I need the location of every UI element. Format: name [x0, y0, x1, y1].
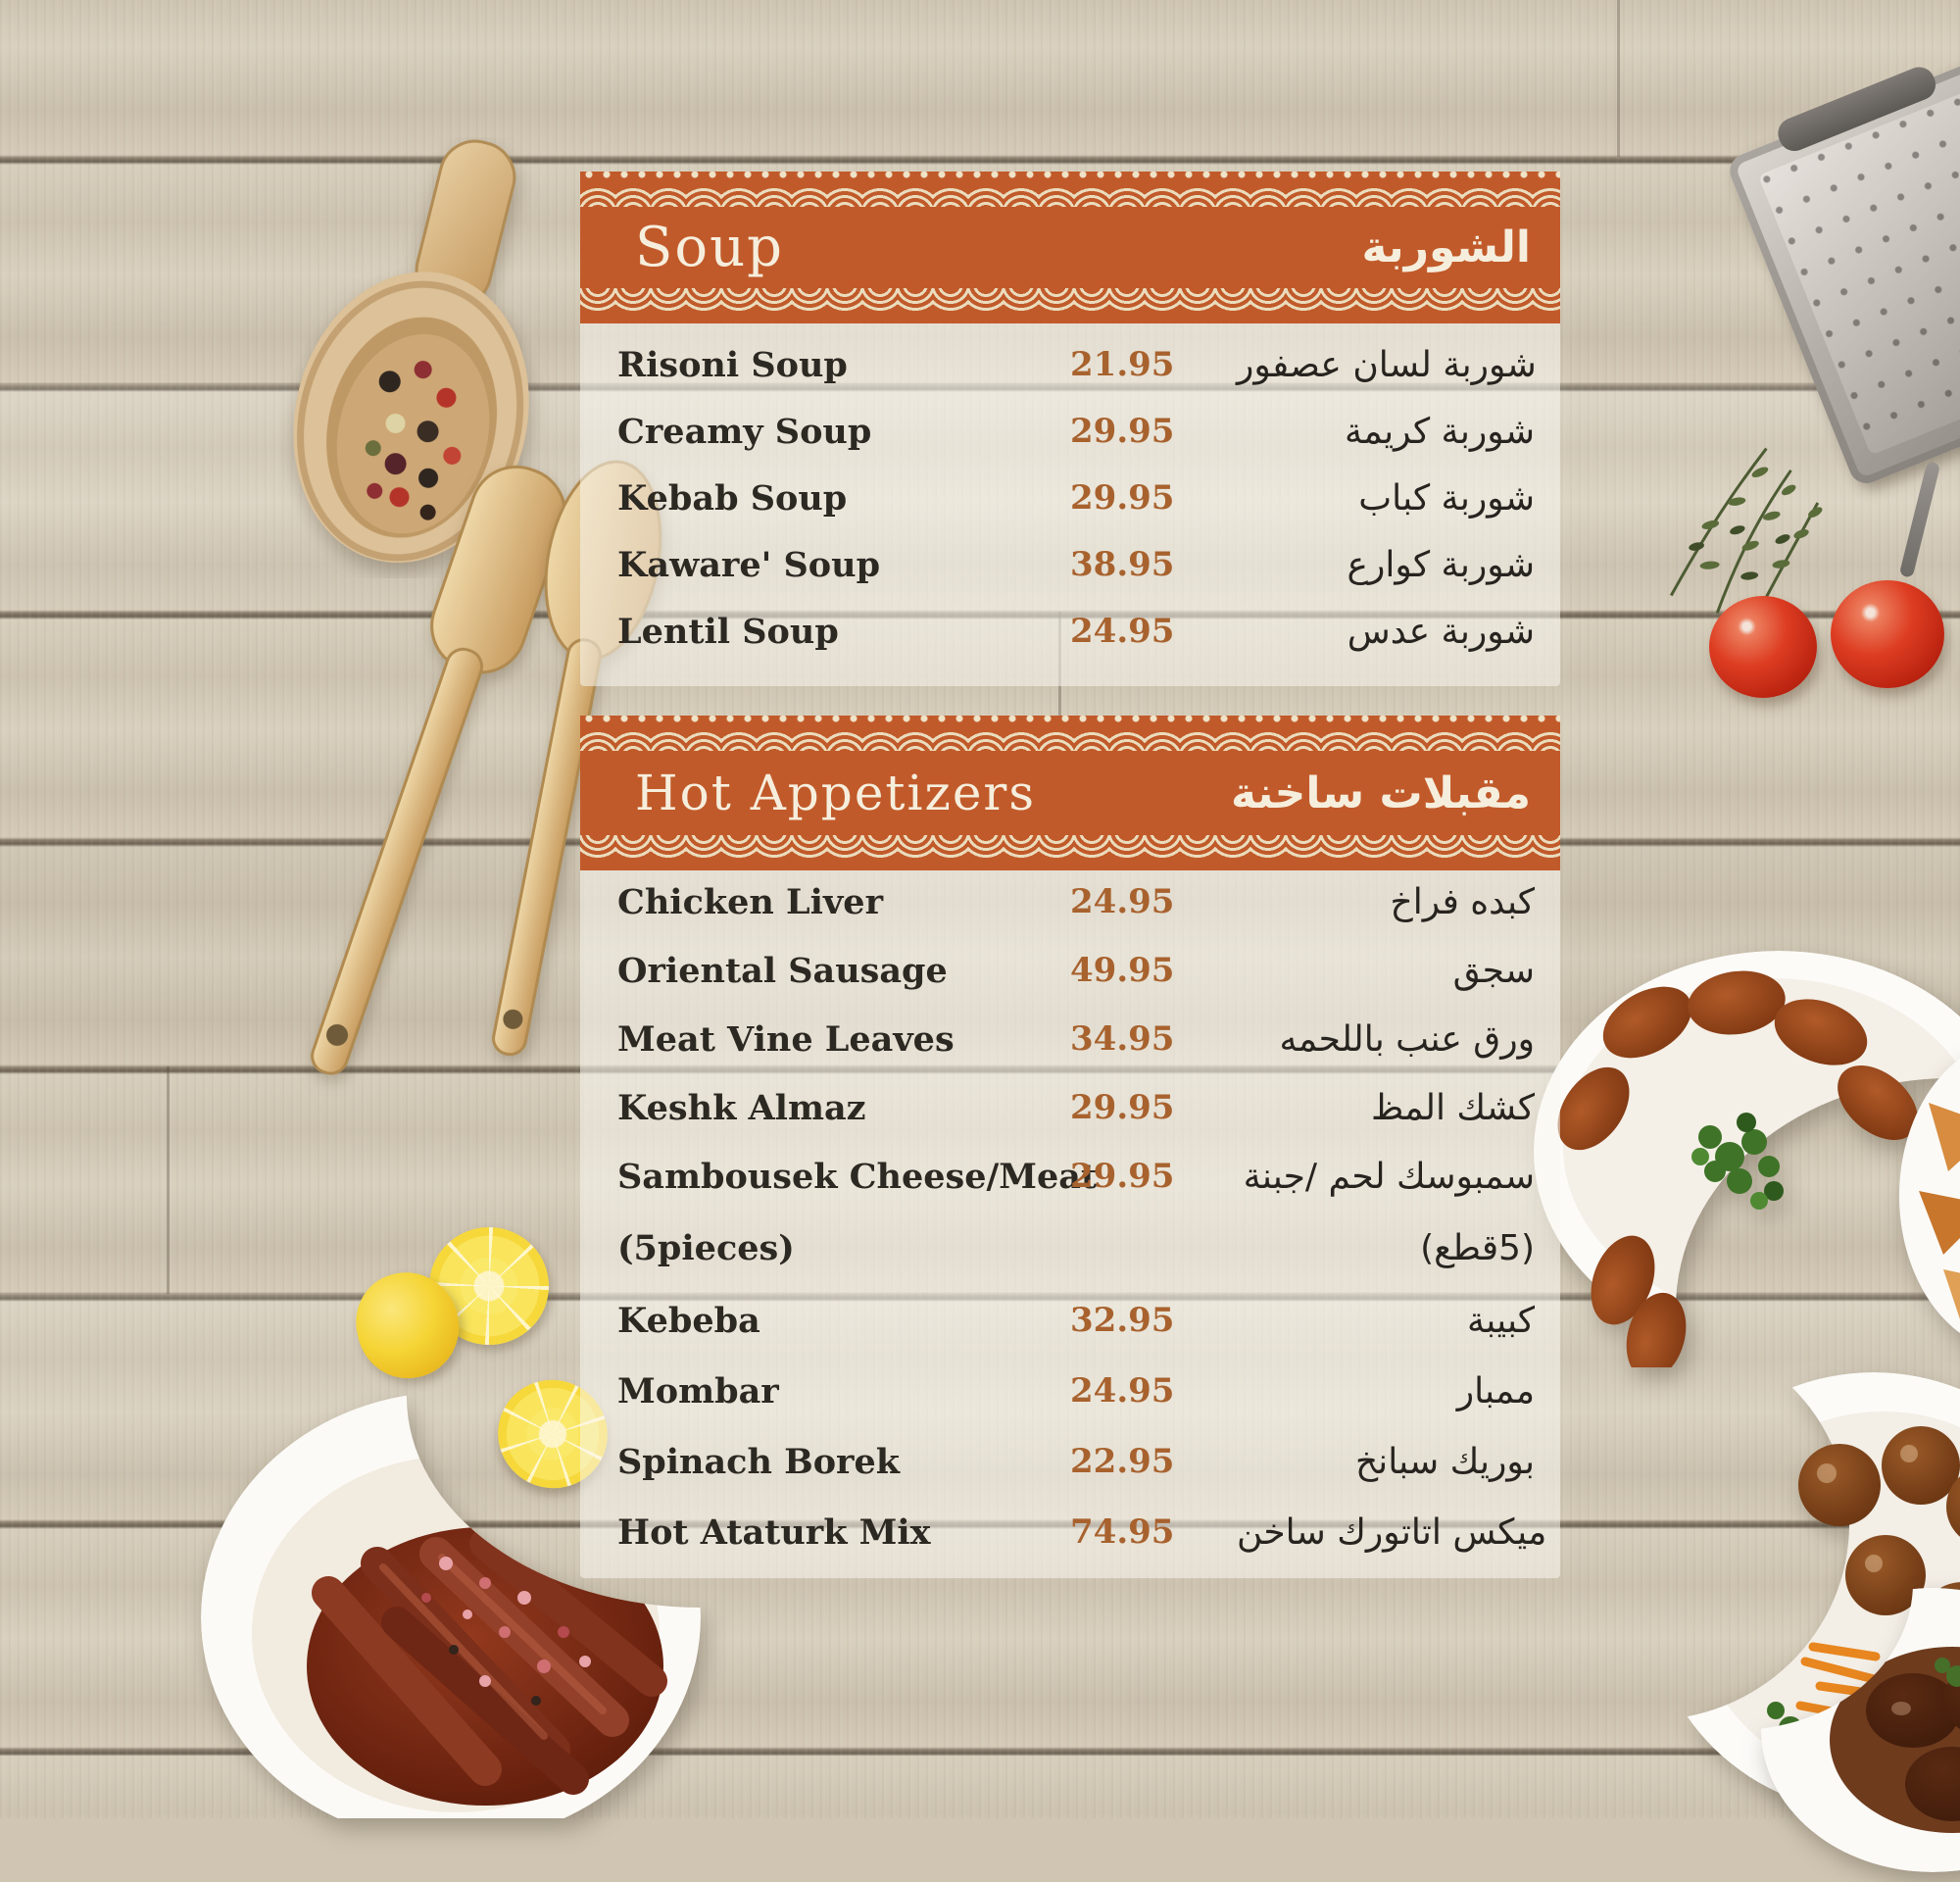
- menu-item-row: Kebeba 32.95 كبيبة: [580, 1285, 1560, 1356]
- item-price: 29.95: [1070, 1088, 1175, 1127]
- item-price: 21.95: [1070, 345, 1175, 384]
- menu-item-row: Oriental Sausage 49.95 سجق: [580, 936, 1560, 1005]
- item-price: 29.95: [1070, 412, 1175, 451]
- hot-appetizers-item-list: Chicken Liver 24.95 كبده فراخ Oriental S…: [580, 867, 1560, 1567]
- wood-seam: [1617, 0, 1620, 157]
- menu-item-row: Kebab Soup 29.95 شوربة كباب: [580, 465, 1560, 531]
- menu-item-row: Sambousek Cheese/Meat 29.95 سمبوسك لحم /…: [580, 1142, 1560, 1211]
- item-price: 34.95: [1070, 1019, 1175, 1059]
- item-name-ar: سمبوسك لحم /جبنة: [1243, 1156, 1535, 1197]
- lace-border-ornament: [580, 835, 1560, 870]
- lace-border-ornament: [580, 288, 1560, 323]
- item-name-ar: ممبار: [1456, 1370, 1535, 1412]
- item-price: 24.95: [1070, 882, 1175, 921]
- item-name-en: Spinach Borek: [617, 1441, 900, 1482]
- item-note-en: (5pieces): [617, 1227, 795, 1268]
- item-name-en: Risoni Soup: [617, 344, 848, 385]
- item-name-en: Sambousek Cheese/Meat: [617, 1156, 1098, 1197]
- item-name-ar: شوربة عدس: [1347, 611, 1535, 652]
- soup-section-title-ar: الشوربة: [1361, 223, 1532, 272]
- item-price: 74.95: [1070, 1512, 1175, 1552]
- item-name-ar: بوريك سبانخ: [1354, 1441, 1535, 1482]
- item-price: 29.95: [1070, 478, 1175, 518]
- lace-border-ornament: [580, 172, 1560, 207]
- item-name-ar: كشك المظ: [1371, 1087, 1535, 1128]
- item-name-en: Creamy Soup: [617, 411, 872, 452]
- item-name-ar: شوربة لسان عصفور: [1237, 344, 1537, 385]
- soup-header-bar: Soup الشوربة: [580, 207, 1560, 288]
- item-name-en: Lentil Soup: [617, 611, 839, 652]
- menu-item-row: Keshk Almaz 29.95 كشك المظ: [580, 1073, 1560, 1142]
- item-price: 24.95: [1070, 1371, 1175, 1411]
- menu-item-row: Kaware' Soup 38.95 شوربة كوارع: [580, 531, 1560, 598]
- item-price: 38.95: [1070, 545, 1175, 584]
- menu-item-row: Hot Ataturk Mix 74.95 ميكس اتاتورك ساخن: [580, 1497, 1560, 1567]
- item-price: 24.95: [1070, 612, 1175, 651]
- item-name-en: Hot Ataturk Mix: [617, 1511, 931, 1553]
- item-name-en: Kebeba: [617, 1300, 760, 1341]
- menu-item-note-row: (5pieces) (5قطع): [580, 1211, 1560, 1285]
- item-name-en: Oriental Sausage: [617, 950, 948, 991]
- wood-seam: [463, 157, 466, 384]
- soup-section-header: Soup الشوربة: [580, 172, 1560, 323]
- menu-item-row: Lentil Soup 24.95 شوربة عدس: [580, 598, 1560, 665]
- lace-border-ornament: [580, 716, 1560, 751]
- item-name-en: Meat Vine Leaves: [617, 1018, 955, 1060]
- item-name-en: Chicken Liver: [617, 881, 884, 922]
- item-price: 32.95: [1070, 1301, 1175, 1340]
- item-name-en: Mombar: [617, 1370, 779, 1412]
- item-name-en: Keshk Almaz: [617, 1087, 866, 1128]
- hot-appetizers-header-bar: Hot Appetizers مقبلات ساخنة: [580, 751, 1560, 835]
- menu-item-row: Chicken Liver 24.95 كبده فراخ: [580, 867, 1560, 936]
- item-name-en: Kaware' Soup: [617, 544, 881, 585]
- menu-item-row: Risoni Soup 21.95 شوربة لسان عصفور: [580, 331, 1560, 398]
- menu-item-row: Mombar 24.95 ممبار: [580, 1356, 1560, 1426]
- item-name-ar: شوربة كريمة: [1344, 411, 1535, 452]
- item-note-ar: (5قطع): [1420, 1227, 1535, 1268]
- item-price: 29.95: [1070, 1157, 1175, 1196]
- item-name-ar: شوربة كوارع: [1347, 544, 1535, 585]
- item-name-ar: ميكس اتاتورك ساخن: [1237, 1511, 1547, 1553]
- hot-appetizers-section-header: Hot Appetizers مقبلات ساخنة: [580, 716, 1560, 870]
- soup-section-title-en: Soup: [635, 216, 784, 279]
- hot-appetizers-section-title-en: Hot Appetizers: [635, 765, 1036, 821]
- wood-seam: [167, 1066, 170, 1294]
- soup-item-list: Risoni Soup 21.95 شوربة لسان عصفور Cream…: [580, 331, 1560, 665]
- menu-item-row: Meat Vine Leaves 34.95 ورق عنب باللحمه: [580, 1005, 1560, 1073]
- item-name-ar: ورق عنب باللحمه: [1279, 1018, 1535, 1060]
- item-name-ar: كبيبة: [1466, 1300, 1535, 1341]
- hot-appetizers-section-title-ar: مقبلات ساخنة: [1231, 768, 1531, 818]
- item-price: 49.95: [1070, 951, 1175, 990]
- menu-item-row: Creamy Soup 29.95 شوربة كريمة: [580, 398, 1560, 465]
- menu-item-row: Spinach Borek 22.95 بوريك سبانخ: [580, 1426, 1560, 1497]
- item-price: 22.95: [1070, 1442, 1175, 1481]
- item-name-en: Kebab Soup: [617, 477, 848, 519]
- item-name-ar: شوربة كباب: [1358, 477, 1535, 519]
- item-name-ar: سجق: [1452, 950, 1535, 991]
- item-name-ar: كبده فراخ: [1390, 881, 1535, 922]
